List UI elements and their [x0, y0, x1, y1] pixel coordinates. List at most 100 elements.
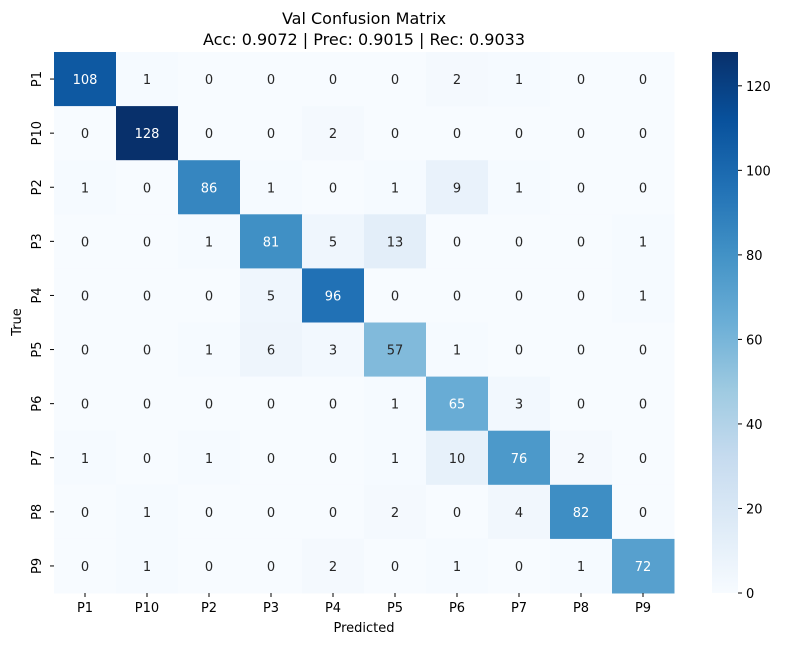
heatmap-cell [488, 430, 551, 486]
cell-value-label: 1 [205, 344, 213, 359]
cell-value-label: 0 [81, 235, 89, 250]
x-tick-label: P2 [201, 601, 217, 616]
heatmap-cell [240, 106, 303, 161]
cell-value-label: 0 [267, 398, 275, 413]
heatmap-cell [426, 268, 489, 323]
heatmap-cell [240, 484, 303, 540]
cell-value-label: 0 [205, 398, 213, 413]
x-tick-label: P3 [263, 601, 279, 616]
cell-value-label: 2 [391, 506, 399, 521]
heatmap-cell [612, 538, 675, 594]
heatmap-cell [178, 268, 241, 323]
cell-value-label: 2 [329, 560, 337, 575]
heatmap-cell [550, 376, 613, 432]
heatmap-cell [54, 268, 117, 323]
cell-value-label: 5 [267, 289, 275, 304]
heatmap-cell [488, 160, 551, 215]
heatmap-cell [612, 160, 675, 215]
heatmap-cell [240, 538, 303, 594]
heatmap-cell [488, 376, 551, 432]
heatmap-cell [488, 106, 551, 161]
cell-value-label: 0 [267, 73, 275, 88]
heatmap-cell [364, 322, 427, 378]
heatmap-cell [54, 484, 117, 540]
heatmap-cell [426, 106, 489, 161]
cell-value-label: 0 [577, 289, 585, 304]
heatmap-cell [550, 430, 613, 486]
cell-value-label: 13 [387, 235, 404, 250]
cell-value-label: 2 [453, 73, 461, 88]
cell-value-label: 0 [329, 181, 337, 196]
cell-value-label: 0 [329, 73, 337, 88]
heatmap-cell [426, 376, 489, 432]
x-axis-label: Predicted [333, 621, 394, 636]
heatmap-cell [364, 538, 427, 594]
heatmap-cell [178, 322, 241, 378]
cell-value-label: 0 [639, 344, 647, 359]
colorbar-tick-label: 40 [746, 418, 763, 433]
heatmap-cell [116, 484, 179, 540]
cell-value-label: 0 [143, 344, 151, 359]
cell-value-label: 1 [577, 560, 585, 575]
colorbar-tick-label: 20 [746, 502, 763, 517]
heatmap-cell [178, 160, 241, 215]
x-axis-ticks: P1 P10 P2 P3 P4 P5 P6 P7 P8 P9 [77, 593, 651, 616]
heatmap-cell-labels: 108 1 0 0 0 0 2 1 0 00 128 0 0 2 0 0 0 0 01 0 86 1 0 1 9 1 0 00 0 1 81… [73, 73, 652, 575]
heatmap-cell [302, 484, 365, 540]
cell-value-label: 9 [453, 181, 461, 196]
heatmap-cell [302, 376, 365, 432]
heatmap-cell [612, 52, 675, 107]
cell-value-label: 0 [329, 452, 337, 467]
y-axis-label: True [10, 308, 25, 337]
heatmap-cell [178, 538, 241, 594]
heatmap-cell [612, 322, 675, 378]
heatmap-cell [364, 430, 427, 486]
y-tick-label: P3 [30, 233, 45, 249]
heatmap-cell [54, 430, 117, 486]
heatmap-cell [178, 430, 241, 486]
cell-value-label: 0 [143, 398, 151, 413]
x-tick-label: P5 [387, 601, 403, 616]
heatmap-cell [364, 484, 427, 540]
x-tick-label: P4 [325, 601, 341, 616]
heatmap-cell [54, 52, 117, 107]
cell-value-label: 0 [329, 506, 337, 521]
heatmap-cells [54, 52, 675, 594]
cell-value-label: 0 [143, 289, 151, 304]
heatmap-cell [612, 430, 675, 486]
heatmap-cell [302, 430, 365, 486]
heatmap-cell [302, 52, 365, 107]
x-tick-label: P8 [573, 601, 589, 616]
x-tick-label: P1 [77, 601, 93, 616]
cell-value-label: 0 [267, 127, 275, 142]
cell-value-label: 0 [577, 181, 585, 196]
cell-value-label: 1 [515, 73, 523, 88]
cell-value-label: 0 [81, 398, 89, 413]
heatmap-cell [54, 538, 117, 594]
cell-value-label: 1 [453, 344, 461, 359]
cell-value-label: 0 [205, 73, 213, 88]
cell-value-label: 0 [453, 235, 461, 250]
heatmap-cell [302, 214, 365, 269]
cell-value-label: 1 [391, 398, 399, 413]
cell-value-label: 0 [577, 235, 585, 250]
cell-value-label: 0 [205, 127, 213, 142]
heatmap-cell [550, 214, 613, 269]
heatmap-cell [240, 268, 303, 323]
heatmap-cell [550, 52, 613, 107]
heatmap-cell [550, 106, 613, 161]
cell-value-label: 10 [449, 452, 466, 467]
heatmap-cell [364, 106, 427, 161]
cell-value-label: 1 [515, 181, 523, 196]
cell-value-label: 81 [263, 235, 280, 250]
cell-value-label: 4 [515, 506, 523, 521]
heatmap-cell [178, 106, 241, 161]
cell-value-label: 65 [449, 398, 466, 413]
cell-value-label: 0 [515, 560, 523, 575]
x-tick-label: P7 [511, 601, 527, 616]
y-tick-label: P6 [30, 396, 45, 412]
cell-value-label: 1 [391, 452, 399, 467]
heatmap-cell [240, 376, 303, 432]
heatmap-cell [426, 52, 489, 107]
